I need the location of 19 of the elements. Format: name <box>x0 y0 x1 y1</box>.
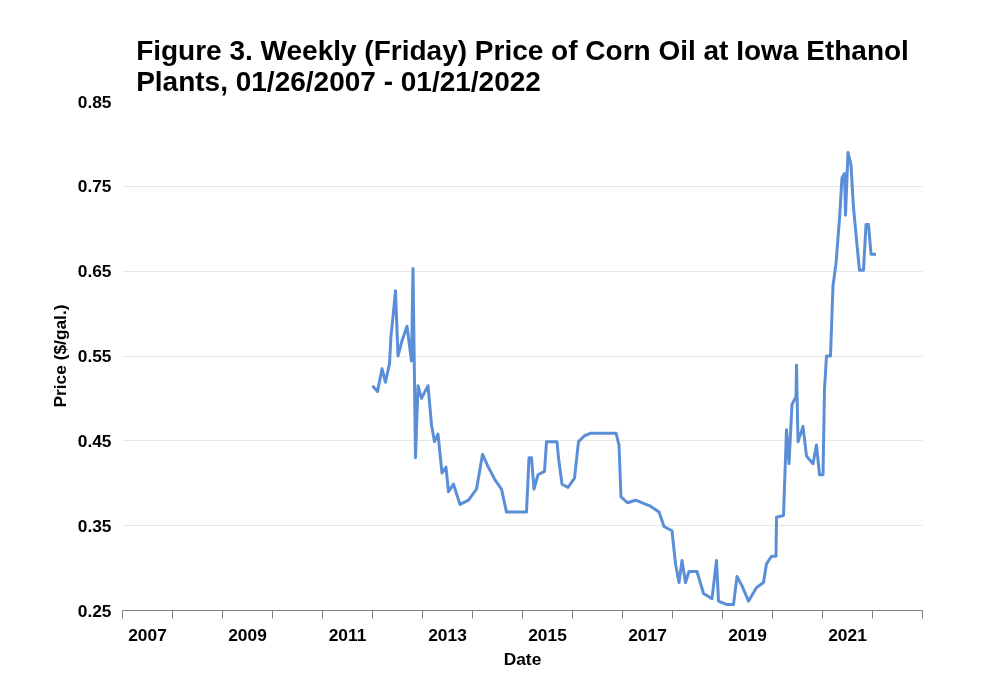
y-tick-label: 0.85 <box>77 91 112 112</box>
x-tick-label: 2009 <box>228 624 267 645</box>
x-tick-label: 2019 <box>728 624 767 645</box>
x-axis-title: Date <box>503 648 542 669</box>
x-tick-label: 2011 <box>328 624 367 645</box>
line-series <box>371 150 878 607</box>
y-axis-title: Price ($/gal.) <box>49 304 70 408</box>
y-tick-label: 0.35 <box>77 515 112 536</box>
x-tick-label: 2007 <box>128 624 167 645</box>
y-tick-label: 0.55 <box>77 346 112 366</box>
x-tick-label: 2017 <box>628 624 667 645</box>
y-tick-label: 0.25 <box>77 600 112 621</box>
chart-title: Figure 3. Weekly (Friday) Price of Corn Oil at Iowa Ethanol Plants, 01/26/2007 - 01/21/2022 <box>136 34 909 97</box>
x-tick-label: 2015 <box>528 624 568 645</box>
y-tick-label: 0.45 <box>77 430 112 451</box>
x-tick-label: 2013 <box>428 624 468 645</box>
x-tick-label: 2021 <box>828 624 868 645</box>
y-tick-label: 0.75 <box>77 176 112 197</box>
y-tick-label: 0.65 <box>77 261 112 282</box>
